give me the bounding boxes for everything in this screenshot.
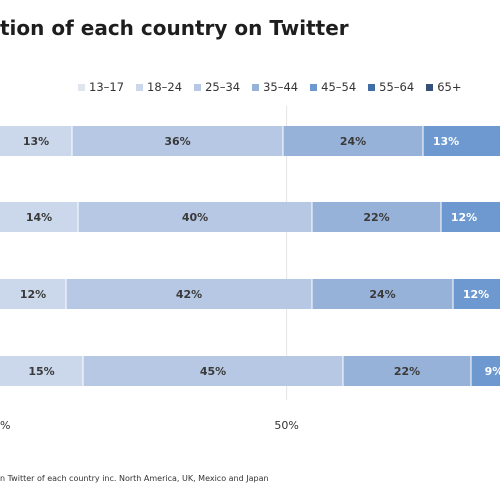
bar-segment-25-34-row-3 — [66, 279, 312, 309]
bar-segment-18-24-row-1 — [0, 126, 72, 156]
bar-segment-45-54-row-2 — [441, 202, 500, 232]
legend-swatch-35-44 — [252, 83, 260, 91]
bar-segment-35-44-row-3 — [312, 279, 453, 309]
bar-label-row-3-25-34: 42% — [176, 288, 202, 301]
legend-label-25-34: 25–34 — [205, 80, 241, 94]
bar-segment-18-24-row-4 — [0, 356, 83, 386]
bar-segment-35-44-row-1 — [283, 126, 423, 156]
bar-segment-45-54-row-3 — [453, 279, 500, 309]
bar-label-row-1-35-44: 24% — [340, 135, 366, 148]
bar-segment-35-44-row-4 — [343, 356, 471, 386]
bar-segment-25-34-row-1 — [72, 126, 283, 156]
legend-label-65-plus: 65+ — [437, 80, 462, 94]
legend-label-45-54: 45–54 — [321, 80, 357, 94]
legend-item-65-plus: 65+ — [426, 80, 461, 94]
bar-label-row-2-45-54: 12% — [451, 211, 477, 224]
bar-label-row-3-45-54: 12% — [463, 288, 489, 301]
bar-label-row-2-25-34: 40% — [182, 211, 208, 224]
bar-label-row-1-18-24: 13% — [23, 135, 49, 148]
bar-segment-45-54-row-1 — [423, 126, 500, 156]
legend-swatch-65-plus — [426, 83, 434, 91]
bar-label-row-4-45-54: 9% — [485, 365, 500, 378]
bar-label-row-4-35-44: 22% — [394, 365, 420, 378]
bar-label-row-4-25-34: 45% — [200, 365, 226, 378]
legend-label-35-44: 35–44 — [263, 80, 299, 94]
legend-item-35-44: 35–44 — [252, 80, 298, 94]
legend-item-13-17: 13–17 — [78, 80, 124, 94]
bar-segment-25-34-row-2 — [78, 202, 312, 232]
bar-segment-18-24-row-3 — [0, 279, 66, 309]
x-tick-50: 50% — [274, 419, 298, 432]
bar-label-row-3-35-44: 24% — [369, 288, 395, 301]
legend-label-13-17: 13–17 — [89, 80, 125, 94]
x-tick-0: % — [0, 419, 10, 432]
chart-title: tion of each country on Twitter — [0, 16, 349, 40]
bar-label-row-2-35-44: 22% — [363, 211, 389, 224]
legend-label-55-64: 55–64 — [379, 80, 415, 94]
bar-segment-18-24-row-2 — [0, 202, 78, 232]
legend-item-18-24: 18–24 — [136, 80, 182, 94]
bar-label-row-3-18-24: 12% — [20, 288, 46, 301]
bar-segment-25-34-row-4 — [83, 356, 343, 386]
bar-label-row-2-18-24: 14% — [26, 211, 52, 224]
legend-swatch-13-17 — [78, 83, 85, 91]
bar-label-row-4-18-24: 15% — [28, 365, 54, 378]
legend: 13–17 18–24 25–34 35–44 45–54 55–64 65+ — [78, 79, 461, 95]
bar-label-row-1-45-54: 13% — [433, 135, 459, 148]
legend-item-45-54: 45–54 — [310, 80, 356, 94]
legend-swatch-25-34 — [194, 83, 202, 91]
bar-label-row-1-25-34: 36% — [164, 135, 190, 148]
bar-segment-45-54-row-4 — [471, 356, 500, 386]
legend-swatch-45-54 — [310, 83, 318, 91]
footnote: n Twitter of each country inc. North Ame… — [0, 474, 269, 483]
legend-label-18-24: 18–24 — [147, 80, 183, 94]
legend-swatch-18-24 — [136, 83, 144, 91]
legend-swatch-55-64 — [368, 83, 376, 91]
bar-segment-35-44-row-2 — [312, 202, 441, 232]
legend-item-55-64: 55–64 — [368, 80, 414, 94]
legend-item-25-34: 25–34 — [194, 80, 240, 94]
